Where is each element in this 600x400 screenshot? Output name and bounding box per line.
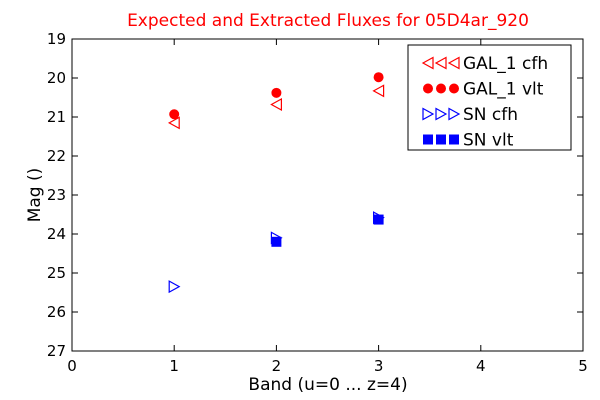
point-gal-1-cfh: [167, 116, 180, 130]
x-tick-label: 5: [578, 357, 588, 375]
point-gal-1-vlt: [271, 87, 282, 98]
legend-label-gal-1-cfh: GAL_1 cfh: [463, 54, 548, 74]
legend-marker-gal-1-vlt: [436, 83, 446, 94]
y-tick-label: 27: [47, 342, 66, 360]
x-tick-label: 0: [67, 357, 77, 375]
data-marks: [167, 72, 385, 294]
point-sn-vlt: [271, 236, 282, 247]
legend-marker-gal-1-vlt: [449, 83, 459, 94]
y-tick-label: 24: [47, 225, 66, 243]
y-tick-label: 21: [47, 108, 66, 126]
y-axis-label: Mag (): [25, 168, 45, 223]
legend-marker-gal-1-vlt: [423, 83, 433, 94]
legend-marker-sn-vlt: [436, 134, 446, 145]
legend-marker-gal-1-cfh: [447, 56, 460, 70]
legend-label-sn-vlt: SN vlt: [463, 131, 514, 151]
x-tick-label: 1: [169, 357, 179, 375]
legend-marker-gal-1-cfh: [434, 56, 447, 70]
y-tick-label: 22: [47, 147, 66, 165]
legend-marker-sn-cfh: [435, 107, 448, 121]
legend: GAL_1 cfh GAL_1 vlt SN cfh SN vlt: [407, 44, 572, 151]
x-axis-label: Band (u=0 ... z=4): [248, 375, 407, 395]
point-gal-1-vlt: [169, 109, 180, 120]
point-sn-vlt: [373, 214, 384, 225]
point-gal-1-vlt: [373, 72, 384, 83]
point-gal-1-cfh: [270, 98, 282, 112]
y-tick-label: 26: [47, 303, 66, 321]
point-sn-cfh: [168, 280, 181, 294]
x-tick-label: 3: [374, 357, 384, 375]
legend-marker-sn-vlt: [449, 134, 459, 145]
legend-marker-sn-vlt: [423, 134, 433, 145]
legend-marker-gal-1-cfh: [421, 56, 434, 70]
y-tick-label: 20: [47, 69, 66, 87]
y-tick-label: 23: [47, 186, 66, 204]
y-tick-label: 19: [47, 30, 66, 48]
legend-marker-sn-cfh: [448, 107, 461, 121]
chart-title: Expected and Extracted Fluxes for 05D4ar…: [127, 11, 529, 31]
y-tick-label: 25: [47, 264, 66, 282]
x-tick-label: 2: [272, 357, 282, 375]
legend-label-gal-1-vlt: GAL_1 vlt: [463, 80, 544, 100]
legend-label-sn-cfh: SN cfh: [463, 105, 518, 125]
x-tick-label: 4: [476, 357, 486, 375]
legend-marker-sn-cfh: [422, 107, 435, 121]
legend-box: [407, 44, 572, 151]
point-gal-1-cfh: [372, 84, 385, 98]
